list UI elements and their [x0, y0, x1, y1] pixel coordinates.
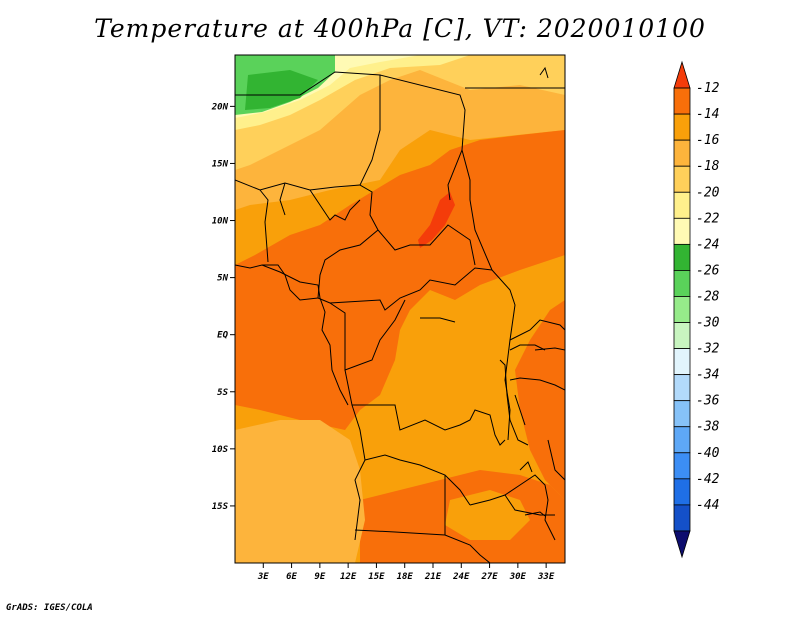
- coastline: [524, 511, 546, 517]
- border-line: [509, 344, 546, 351]
- coastline: [514, 394, 526, 426]
- colorbar-label: -34: [696, 368, 719, 383]
- lat-tick-label: 5N: [217, 274, 228, 284]
- colorbar-label: -40: [696, 446, 720, 461]
- colorbar-label: -14: [696, 107, 719, 122]
- coastline: [519, 461, 533, 473]
- colorbar-label: -24: [696, 237, 719, 252]
- colorbar-label: -18: [696, 159, 720, 174]
- colorbar-label: -42: [696, 472, 720, 487]
- colorbar-swatch: [673, 374, 691, 402]
- border-line: [329, 299, 406, 371]
- lon-tick-label: 6E: [286, 572, 297, 582]
- colorbar-swatch: [673, 296, 691, 323]
- colorbar-swatch: [673, 243, 691, 271]
- colorbar-swatch: [673, 452, 691, 480]
- colorbar-swatch: [673, 113, 691, 141]
- coastline: [235, 264, 349, 406]
- colorbar-swatch: [673, 217, 691, 245]
- colorbar-label: -32: [696, 342, 720, 357]
- border-line: [377, 224, 476, 266]
- border-line: [509, 319, 565, 341]
- colorbar-swatch: [673, 191, 691, 219]
- border-line: [235, 179, 361, 191]
- colorbar-label: -26: [696, 263, 720, 278]
- colorbar-label: -30: [696, 316, 720, 331]
- lat-tick-label: EQ: [217, 331, 228, 341]
- colorbar-label: -22: [696, 211, 720, 226]
- lon-tick-label: 21E: [424, 572, 442, 582]
- colorbar-label: -44: [696, 498, 719, 513]
- lat-tick-label: 10N: [212, 217, 229, 227]
- country-borders: [235, 66, 565, 563]
- border-line: [534, 347, 565, 351]
- lon-tick-label: 15E: [368, 572, 385, 582]
- field-deep-orange-belt: [235, 130, 565, 430]
- colorbar-bottom-arrow: [673, 530, 691, 559]
- field-red-spot: [418, 192, 455, 248]
- latitude-axis: 20N 15N 10N 5N EQ 5S 10S 15S: [211, 102, 235, 512]
- field-deep-orange-east: [515, 300, 565, 500]
- border-line: [547, 439, 565, 481]
- border-line: [262, 264, 319, 301]
- grads-credit: GrADS: IGES/COLA: [6, 603, 93, 613]
- colorbar-label: -20: [696, 185, 720, 200]
- colorbar-swatch: [673, 400, 691, 428]
- border-line: [235, 71, 381, 231]
- colorbar-label: -38: [696, 420, 720, 435]
- colorbar-swatch: [673, 478, 691, 506]
- lat-tick-label: 10S: [212, 445, 229, 455]
- chart-title: Temperature at 400hPa [C], VT: 202001010…: [94, 14, 706, 43]
- colorbar-swatch: [673, 322, 691, 349]
- border-line: [344, 369, 506, 446]
- border-line: [509, 377, 565, 391]
- border-line: [461, 149, 493, 271]
- longitude-axis: 3E 6E 9E 12E 15E 18E 21E 24E 27E 30E 33E: [257, 563, 555, 582]
- colorbar: -12 -14 -16 -18 -20 -22 -24 -26 -28 -30 -32 -34 -36 -…: [673, 60, 720, 559]
- lat-tick-label: 5S: [217, 388, 228, 398]
- colorbar-swatch: [673, 165, 691, 193]
- colorbar-top-arrow: [673, 60, 691, 89]
- lon-tick-label: 27E: [480, 572, 498, 582]
- border-line: [351, 404, 366, 541]
- border-line: [259, 189, 269, 263]
- border-line: [469, 474, 556, 541]
- lon-tick-label: 18E: [397, 572, 414, 582]
- colorbar-label: -12: [696, 81, 720, 96]
- border-line: [317, 229, 493, 311]
- colorbar-swatch: [673, 348, 691, 376]
- lon-tick-label: 30E: [509, 572, 527, 582]
- colorbar-label: -36: [696, 394, 720, 409]
- field-green: [245, 70, 318, 110]
- coastline: [420, 317, 456, 323]
- lat-tick-label: 20N: [211, 102, 229, 112]
- coastline: [499, 359, 529, 446]
- lon-tick-label: 3E: [257, 572, 269, 582]
- border-line: [364, 454, 471, 506]
- colorbar-swatch: [673, 426, 691, 454]
- colorbar-swatch: [673, 270, 691, 297]
- lon-tick-label: 9E: [314, 572, 325, 582]
- colorbar-swatch: [673, 87, 691, 115]
- border-line: [379, 74, 466, 201]
- border-line: [354, 529, 491, 563]
- border-line: [309, 189, 361, 221]
- colorbar-label: -16: [696, 133, 720, 148]
- border-line: [279, 182, 286, 216]
- coastline: [539, 66, 549, 79]
- colorbar-swatch: [673, 504, 691, 532]
- lon-tick-label: 24E: [452, 572, 470, 582]
- lat-tick-label: 15N: [212, 159, 229, 169]
- lat-tick-label: 15S: [212, 502, 229, 512]
- field-orange-south-patch: [445, 490, 530, 540]
- map-frame: [234, 54, 566, 564]
- lon-tick-label: 33E: [537, 572, 555, 582]
- colorbar-label: -28: [696, 289, 720, 304]
- colorbar-swatch: [673, 139, 691, 167]
- lon-tick-label: 12E: [340, 572, 357, 582]
- border-line: [504, 494, 555, 516]
- field-light-orange-southwest: [235, 420, 365, 563]
